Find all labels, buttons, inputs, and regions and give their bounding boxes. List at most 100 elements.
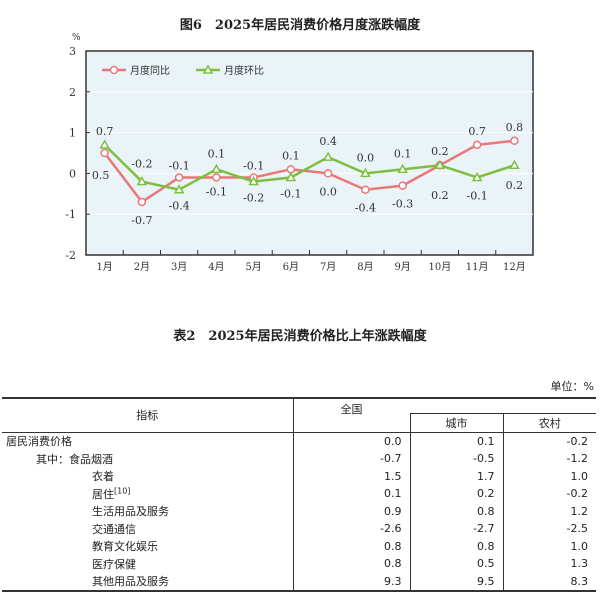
- national-value: 0.0: [292, 432, 410, 450]
- data-label: 0.1: [394, 147, 412, 160]
- row-label: 衣着: [92, 470, 114, 484]
- national-value: 1.5: [292, 467, 410, 485]
- rural-value: 1.0: [502, 537, 596, 555]
- line-chart: % 3 2 1 0 -1 -2 1月 2月 3月 4月 5月 6月 7月 8月 9月 10月 11月 12月 0.5 -…: [65, 33, 534, 273]
- x-tick-label: 1月: [96, 261, 112, 273]
- unit-label: 单位：%: [550, 380, 594, 393]
- data-label: -0.1: [169, 159, 190, 172]
- x-tick-label: 2月: [134, 261, 150, 273]
- rural-value: -0.2: [502, 432, 596, 450]
- data-point-mom: [397, 163, 408, 174]
- header-rural: 农村: [502, 413, 596, 433]
- header-indicator: 指标: [2, 398, 293, 433]
- rural-value: 1.2: [502, 502, 596, 520]
- y-tick-label: 0: [69, 167, 76, 180]
- series-line-mom: [103, 143, 515, 192]
- data-label: 0.5: [92, 169, 110, 182]
- y-tick-label: 2: [69, 86, 76, 99]
- chart-title: 图6 2025年居民消费价格月度涨跌幅度: [179, 18, 421, 33]
- data-label: -0.1: [206, 185, 227, 198]
- national-value: 9.3: [292, 572, 410, 591]
- y-axis-unit: %: [72, 33, 81, 43]
- data-label: -0.7: [131, 214, 152, 227]
- x-tick-label: 11月: [466, 261, 489, 273]
- table-row: 教育文化娱乐 0.8 0.8 1.0: [2, 537, 596, 555]
- data-label: 0.2: [431, 189, 449, 202]
- data-point-mom: [285, 171, 297, 182]
- row-label: 其中：食品烟酒: [36, 452, 113, 466]
- data-point-mom: [322, 151, 334, 161]
- y-tick-label: -1: [65, 208, 76, 221]
- data-point-mom: [173, 184, 185, 194]
- header-urban: 城市: [409, 413, 503, 433]
- legend-label: 月度同比: [130, 64, 170, 77]
- data-point-yoy: [286, 165, 296, 174]
- national-value: 0.8: [292, 555, 410, 573]
- urban-value: 1.7: [409, 467, 503, 485]
- urban-value: 9.5: [409, 572, 503, 591]
- legend-label: 月度环比: [224, 64, 264, 77]
- data-point-yoy: [510, 136, 519, 146]
- data-point-yoy: [100, 148, 109, 158]
- urban-value: 0.8: [409, 502, 503, 520]
- y-tick-label: 3: [69, 45, 76, 58]
- data-label: 0.7: [96, 125, 114, 138]
- urban-value: 0.8: [409, 537, 503, 555]
- row-label: 居民消费价格: [6, 435, 72, 449]
- rural-value: -2.5: [502, 520, 596, 538]
- row-label: 交通通信: [92, 522, 136, 536]
- data-label: 0.2: [431, 145, 449, 158]
- urban-value: -2.7: [409, 520, 503, 538]
- x-tick-label: 9月: [394, 261, 410, 273]
- data-point-mom: [136, 176, 148, 186]
- data-label: 0.4: [319, 135, 337, 148]
- data-label: -0.1: [467, 189, 488, 202]
- data-label: -0.3: [392, 198, 413, 211]
- table-row: 居民消费价格 0.0 0.1 -0.2: [2, 432, 596, 450]
- x-tick-label: 3月: [171, 261, 187, 273]
- data-label: 0.1: [282, 149, 300, 162]
- x-tick-label: 12月: [503, 261, 526, 273]
- data-label: -0.1: [243, 159, 264, 172]
- data-label: 0.0: [319, 185, 337, 198]
- data-label: -0.1: [280, 187, 301, 200]
- data-point-mom: [99, 139, 110, 149]
- data-point-yoy: [323, 169, 333, 178]
- y-tick-label: -2: [65, 249, 76, 262]
- row-label: 其他用品及服务: [92, 575, 169, 589]
- table-row: 交通通信 -2.6 -2.7 -2.5: [2, 520, 596, 538]
- data-label: 0.7: [468, 125, 486, 138]
- table-title: 表2 2025年居民消费价格比上年涨跌幅度: [173, 329, 427, 344]
- data-point-yoy: [174, 173, 184, 182]
- urban-value: -0.5: [409, 450, 503, 468]
- x-tick-label: 4月: [208, 261, 224, 273]
- data-label: 0.2: [506, 179, 524, 192]
- data-point-yoy: [361, 185, 370, 194]
- x-tick-label: 8月: [357, 261, 373, 273]
- data-point-yoy: [472, 140, 482, 150]
- x-tick-label: 10月: [429, 261, 452, 273]
- series-line-yoy: [103, 139, 515, 204]
- legend-triangle-icon: [202, 64, 214, 74]
- national-value: 0.1: [292, 485, 410, 503]
- rural-value: 8.3: [502, 572, 596, 591]
- footnote-ref[interactable]: [10]: [114, 486, 131, 496]
- rural-value: -1.2: [502, 450, 596, 468]
- rural-value: 1.3: [502, 555, 596, 573]
- table-row: 生活用品及服务 0.9 0.8 1.2: [2, 502, 596, 520]
- data-label: -0.2: [131, 158, 152, 171]
- data-point-mom: [211, 163, 222, 174]
- row-label: 居住[10]: [92, 486, 131, 501]
- plot-area: [85, 50, 534, 256]
- data-point-yoy: [212, 173, 221, 182]
- national-value: 0.8: [292, 537, 410, 555]
- data-point-mom: [360, 167, 371, 178]
- data-point-mom: [509, 159, 520, 169]
- x-tick-label: 7月: [320, 261, 336, 273]
- row-label: 生活用品及服务: [92, 505, 169, 519]
- data-point-mom: [434, 159, 446, 169]
- table-row: 衣着 1.5 1.7 1.0: [2, 467, 596, 485]
- header-national: 全国: [292, 398, 410, 433]
- x-tick-label: 5月: [245, 261, 261, 273]
